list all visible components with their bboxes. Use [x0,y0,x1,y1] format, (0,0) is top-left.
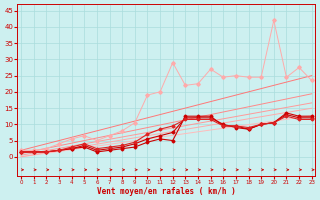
X-axis label: Vent moyen/en rafales ( km/h ): Vent moyen/en rafales ( km/h ) [97,187,236,196]
